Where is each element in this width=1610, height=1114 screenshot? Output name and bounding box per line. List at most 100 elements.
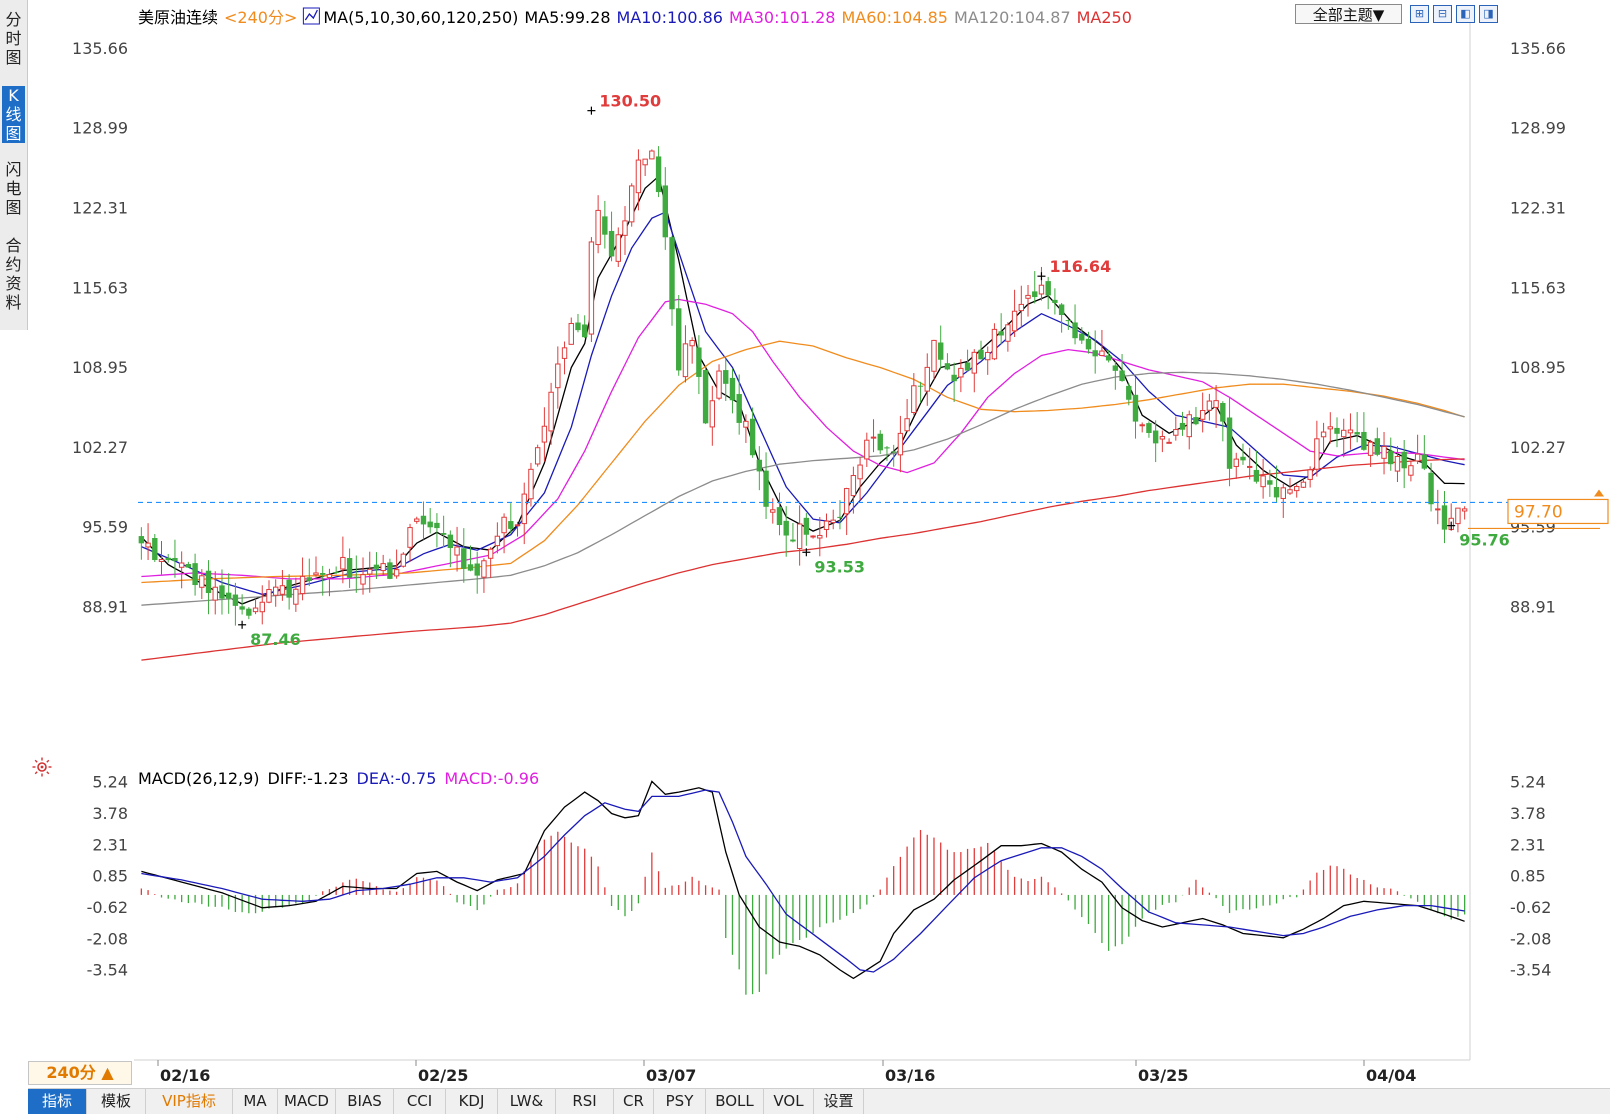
price-tick-left: 95.59 bbox=[82, 518, 128, 537]
tab-time-sharing[interactable]: 分时图 bbox=[5, 10, 22, 67]
zoom-in-icon[interactable]: ⊞ bbox=[1410, 5, 1429, 23]
candle-body-up bbox=[1367, 441, 1374, 456]
candle-body-down bbox=[662, 185, 668, 238]
candle-body-up bbox=[588, 241, 595, 335]
candle-body-up bbox=[1173, 429, 1179, 436]
candle-body-down bbox=[669, 237, 675, 310]
sun-icon[interactable] bbox=[32, 757, 52, 777]
macd-diff-line bbox=[141, 780, 1465, 980]
candle-body-up bbox=[340, 556, 346, 570]
candle-body-down bbox=[192, 563, 198, 586]
candle-body-up bbox=[743, 420, 749, 428]
tab-cr[interactable]: CR bbox=[614, 1089, 654, 1114]
candle-body-down bbox=[205, 570, 212, 594]
date-label: 03/07 bbox=[646, 1066, 696, 1085]
candle-body-down bbox=[1045, 281, 1051, 296]
tab-kdj[interactable]: KDJ bbox=[446, 1089, 498, 1114]
candle-body-up bbox=[360, 574, 366, 585]
candle-body-up bbox=[1435, 508, 1441, 511]
candle-body-down bbox=[729, 377, 736, 401]
candle-body-up bbox=[273, 586, 279, 596]
candle-body-down bbox=[387, 562, 393, 579]
candle-body-down bbox=[1193, 417, 1199, 425]
date-label: 02/25 bbox=[418, 1066, 468, 1085]
low-label: 87.46 bbox=[250, 630, 301, 649]
macd-tick-right: -0.62 bbox=[1510, 898, 1551, 917]
candle-body-up bbox=[299, 575, 306, 595]
candle-body-down bbox=[1374, 438, 1381, 455]
ma-value: MA10:100.86 bbox=[617, 8, 723, 27]
candle-body-up bbox=[1455, 507, 1461, 525]
candle-body-up bbox=[1300, 481, 1307, 488]
candle-body-up bbox=[1246, 465, 1253, 468]
candle-body-up bbox=[1287, 489, 1293, 494]
candle-body-up bbox=[1394, 455, 1401, 472]
tab-flash-chart[interactable]: 闪电图 bbox=[5, 160, 22, 217]
tab-macd[interactable]: MACD bbox=[278, 1089, 336, 1114]
macd-tick-right: 2.31 bbox=[1510, 835, 1546, 854]
candle-body-up bbox=[487, 548, 494, 559]
candle-body-up bbox=[1139, 424, 1145, 427]
tab-cci[interactable]: CCI bbox=[394, 1089, 446, 1114]
candle-body-down bbox=[1152, 430, 1159, 444]
tab-indicator[interactable]: 指标 bbox=[28, 1089, 87, 1114]
candle-body-down bbox=[434, 522, 440, 529]
tab-vip-indicator[interactable]: VIP指标 bbox=[146, 1089, 233, 1114]
tab-kline[interactable]: K线图 bbox=[2, 86, 25, 143]
candle-body-up bbox=[595, 209, 601, 246]
expand-icon[interactable]: ⊟ bbox=[1433, 5, 1452, 23]
candle-body-down bbox=[353, 576, 360, 578]
macd-tick-left: 0.85 bbox=[92, 867, 128, 886]
macd-tick-right: -2.08 bbox=[1510, 929, 1551, 948]
candle-body-up bbox=[528, 468, 534, 500]
candle-body-down bbox=[1354, 432, 1360, 435]
candle-body-up bbox=[407, 527, 413, 548]
candle-body-up bbox=[817, 534, 823, 539]
macd-tick-right: 3.78 bbox=[1510, 804, 1546, 823]
step-right-icon[interactable]: ◨ bbox=[1479, 5, 1498, 23]
tab-template[interactable]: 模板 bbox=[87, 1089, 146, 1114]
candle-body-up bbox=[501, 516, 507, 534]
date-label: 03/16 bbox=[885, 1066, 935, 1085]
theme-select[interactable]: 全部主题▼ bbox=[1295, 4, 1402, 24]
tab-bias[interactable]: BIAS bbox=[336, 1089, 394, 1114]
candle-body-down bbox=[1119, 370, 1125, 381]
tab-vol[interactable]: VOL bbox=[764, 1089, 814, 1114]
candle-body-up bbox=[212, 586, 218, 601]
macd-dea-line bbox=[141, 789, 1465, 973]
candle-body-down bbox=[219, 585, 225, 599]
candle-body-down bbox=[1065, 320, 1072, 322]
candle-body-up bbox=[830, 519, 836, 524]
candle-body-up bbox=[1038, 284, 1045, 295]
macd-params: MACD(26,12,9) bbox=[138, 769, 260, 788]
candle-body-down bbox=[696, 347, 702, 377]
ma-line-ma10 bbox=[141, 211, 1465, 596]
candle-body-up bbox=[770, 509, 776, 513]
candle-body-up bbox=[843, 488, 850, 515]
candle-body-up bbox=[1005, 324, 1011, 342]
tab-contract-info[interactable]: 合约资料 bbox=[5, 236, 22, 312]
price-tick-right: 128.99 bbox=[1510, 119, 1566, 138]
tab-settings[interactable]: 设置 bbox=[814, 1089, 864, 1114]
period-button[interactable]: 240分 ▲ bbox=[28, 1061, 132, 1085]
candle-body-up bbox=[1320, 431, 1327, 438]
tab-psy[interactable]: PSY bbox=[654, 1089, 706, 1114]
tab-rsi[interactable]: RSI bbox=[556, 1089, 614, 1114]
step-left-icon[interactable]: ◧ bbox=[1456, 5, 1475, 23]
period-tag: <240分> bbox=[224, 8, 297, 27]
candle-body-up bbox=[823, 520, 830, 530]
candle-body-down bbox=[783, 520, 789, 536]
tab-boll[interactable]: BOLL bbox=[706, 1089, 764, 1114]
price-tick-left: 115.63 bbox=[72, 278, 128, 297]
tab-lwr[interactable]: LW& bbox=[498, 1089, 556, 1114]
candle-body-up bbox=[709, 400, 716, 428]
candle-body-down bbox=[877, 433, 883, 451]
candle-body-down bbox=[1361, 431, 1367, 450]
candle-body-up bbox=[642, 158, 648, 166]
candle-body-up bbox=[1213, 400, 1219, 408]
candle-body-up bbox=[568, 322, 574, 345]
tab-ma[interactable]: MA bbox=[233, 1089, 278, 1114]
price-tick-left: 128.99 bbox=[72, 119, 128, 138]
candle-body-down bbox=[1132, 394, 1139, 422]
price-tick-right: 122.31 bbox=[1510, 198, 1566, 217]
